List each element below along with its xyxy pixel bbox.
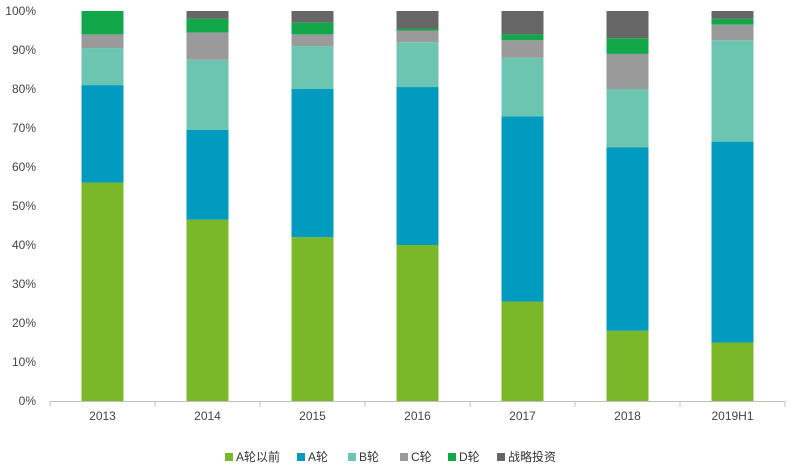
bar-segment	[186, 11, 229, 19]
y-tick-label: 10%	[12, 355, 36, 369]
bar-segment	[291, 34, 334, 47]
bar-segment	[711, 18, 754, 25]
legend-swatch	[225, 453, 233, 461]
bar-segment	[501, 34, 544, 41]
bar-segment	[186, 129, 229, 220]
x-tick-label: 2013	[89, 409, 116, 423]
bar-segment	[606, 147, 649, 331]
bar-segment	[291, 89, 334, 238]
bar-segment	[186, 18, 229, 33]
bar-segment	[711, 342, 754, 401]
bar-segment	[291, 237, 334, 401]
bar-segment	[291, 11, 334, 23]
legend-swatch	[448, 453, 456, 461]
bar-segment	[291, 46, 334, 89]
bar-segment	[186, 219, 229, 401]
x-tick-label: 2019H1	[711, 409, 753, 423]
bar-segment	[711, 40, 754, 142]
bar-segment	[186, 32, 229, 60]
bar-segment	[501, 301, 544, 401]
y-tick-label: 40%	[12, 238, 36, 252]
legend-label: A轮以前	[236, 449, 280, 464]
bar-segment	[501, 57, 544, 117]
x-axis: 2013 2014 2015 2016 2017 2018 2019H1	[49, 401, 786, 423]
y-axis: 0% 10% 20% 30% 40% 50% 60% 70% 80% 90% 100%	[5, 4, 36, 408]
bar-segment	[711, 11, 754, 19]
y-tick-label: 20%	[12, 316, 36, 330]
bar-segment	[606, 11, 649, 39]
bar-segment	[606, 38, 649, 54]
legend-swatch	[497, 453, 505, 461]
legend-swatch	[297, 453, 305, 461]
x-tick-label: 2017	[509, 409, 536, 423]
legend-label: D轮	[459, 450, 480, 464]
y-tick-label: 80%	[12, 82, 36, 96]
y-tick-label: 100%	[5, 4, 36, 18]
x-tick-label: 2015	[299, 409, 326, 423]
y-tick-label: 50%	[12, 199, 36, 213]
bar-segment	[81, 34, 124, 49]
bar-segment	[606, 89, 649, 148]
bar-segment	[291, 22, 334, 35]
bar-segment	[606, 53, 649, 89]
x-tick-label: 2016	[404, 409, 431, 423]
bar-segment	[81, 85, 124, 183]
legend-label: C轮	[411, 450, 432, 464]
legend-swatch	[400, 453, 408, 461]
bar-segment	[396, 87, 439, 245]
bar-segment	[501, 116, 544, 302]
bars	[81, 11, 754, 401]
bar-segment	[501, 11, 544, 35]
bar-segment	[81, 48, 124, 86]
bar-segment	[501, 40, 544, 58]
bar-segment	[606, 330, 649, 401]
bar-segment	[711, 141, 754, 343]
x-tick-label: 2018	[614, 409, 641, 423]
y-tick-label: 30%	[12, 277, 36, 291]
legend-label: A轮	[308, 450, 328, 464]
bar-segment	[186, 59, 229, 130]
legend: A轮以前 A轮 B轮 C轮 D轮 战略投资	[225, 449, 556, 464]
bar-segment	[396, 28, 439, 31]
bar-segment	[396, 245, 439, 401]
bar-segment	[396, 11, 439, 29]
x-tick-label: 2014	[194, 409, 221, 423]
y-tick-label: 0%	[19, 394, 37, 408]
bar-segment	[81, 182, 124, 401]
y-tick-label: 90%	[12, 43, 36, 57]
bar-segment	[396, 30, 439, 43]
y-tick-label: 70%	[12, 121, 36, 135]
bar-segment	[81, 11, 124, 35]
bar-segment	[711, 24, 754, 41]
bar-segment	[396, 42, 439, 88]
legend-label: B轮	[359, 450, 379, 464]
y-tick-label: 60%	[12, 160, 36, 174]
legend-swatch	[348, 453, 356, 461]
legend-label: 战略投资	[508, 449, 556, 464]
